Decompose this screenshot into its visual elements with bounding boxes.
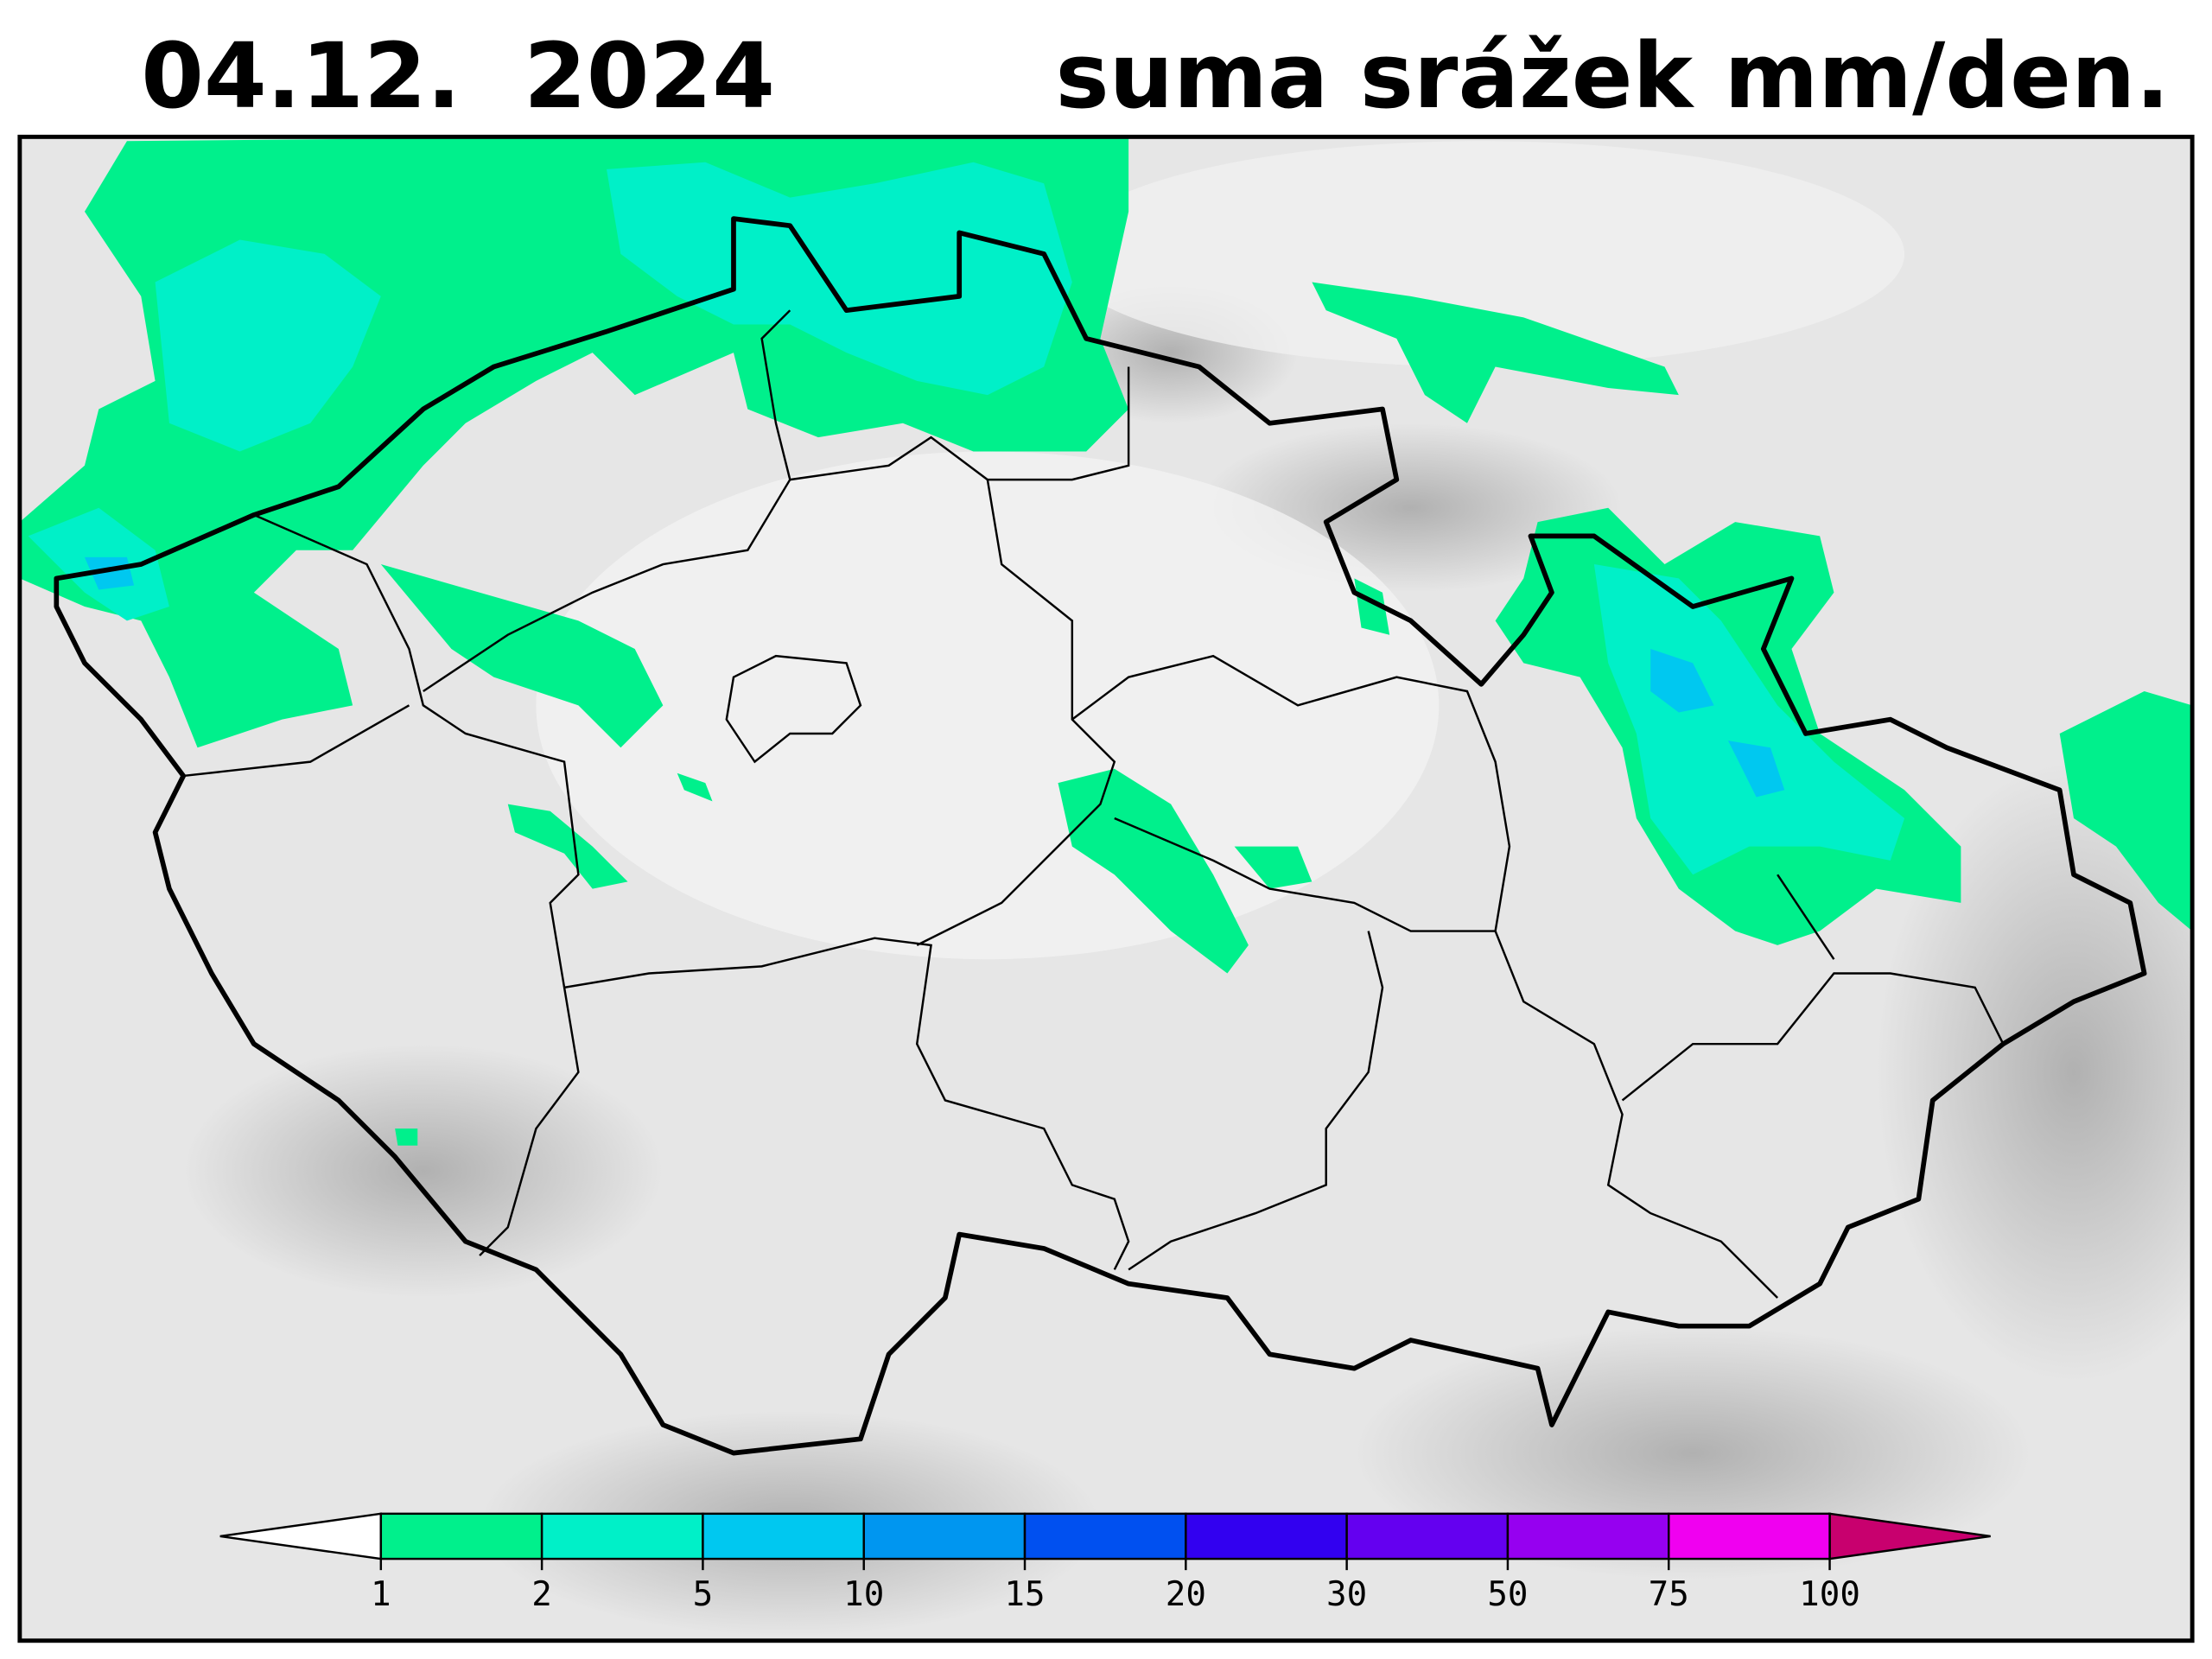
colorbar-segment bbox=[1668, 1512, 1831, 1560]
colorbar-segment bbox=[702, 1512, 865, 1560]
colorbar-tick-label: 75 bbox=[1649, 1575, 1689, 1614]
map-area bbox=[19, 137, 2193, 1641]
colorbar-tick-label: 10 bbox=[843, 1575, 884, 1614]
colorbar-tick-label: 50 bbox=[1487, 1575, 1528, 1614]
terrain-light bbox=[536, 451, 1440, 960]
precip-areas-peak bbox=[84, 556, 1785, 798]
colorbar-tick-label: 20 bbox=[1166, 1575, 1206, 1614]
colorbar-tick-label: 100 bbox=[1799, 1575, 1860, 1614]
terrain-light bbox=[1058, 141, 1905, 367]
map-frame bbox=[17, 134, 2195, 1643]
colorbar-segment bbox=[862, 1512, 1027, 1560]
terrain-shade bbox=[183, 1044, 664, 1299]
colorbar-segment bbox=[1506, 1512, 1670, 1560]
colorbar-segment bbox=[1023, 1512, 1187, 1560]
colorbar-segment bbox=[1185, 1512, 1348, 1560]
title-label: suma srážek mm/den. bbox=[1055, 23, 2170, 129]
colorbar-tick-label: 15 bbox=[1004, 1575, 1045, 1614]
colorbar-tick-label: 2 bbox=[531, 1575, 552, 1614]
colorbar-segment bbox=[1345, 1512, 1510, 1560]
colorbar-segment bbox=[540, 1512, 704, 1560]
title-date: 04.12. 2024 bbox=[141, 23, 775, 129]
colorbar: 1 2 5 10 15 20 30 50 75 100 bbox=[219, 1512, 1991, 1614]
terrain-shade bbox=[1876, 761, 2193, 1382]
region-borders bbox=[183, 309, 2005, 1299]
country-border bbox=[54, 216, 2147, 1456]
colorbar-tick-label: 1 bbox=[371, 1575, 391, 1614]
colorbar-tick-label: 5 bbox=[693, 1575, 714, 1614]
colorbar-tick-label: 30 bbox=[1326, 1575, 1367, 1614]
colorbar-segment bbox=[379, 1512, 543, 1560]
